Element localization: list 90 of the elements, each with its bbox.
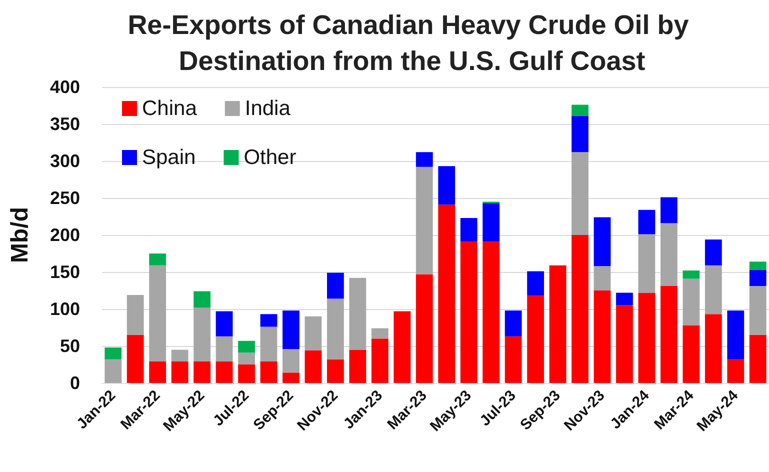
bar: [282, 310, 300, 349]
bar: [704, 265, 722, 314]
bar: [194, 291, 210, 308]
bar: [527, 271, 544, 296]
legend-label: India: [244, 97, 291, 120]
bar: [260, 326, 278, 362]
bar: [238, 364, 255, 383]
bar: [394, 311, 411, 383]
y-tick-label: 350: [50, 114, 80, 134]
bar: [216, 336, 233, 362]
bar: [327, 359, 344, 383]
bar: [638, 234, 656, 293]
bar: [327, 298, 344, 360]
legend-label: Spain: [142, 146, 196, 169]
bar: [260, 314, 278, 327]
bar: [216, 362, 233, 383]
bar: [616, 292, 633, 306]
bar: [527, 296, 544, 383]
y-tick-label: 50: [60, 336, 80, 356]
bar: [460, 242, 478, 383]
bar: [104, 347, 122, 360]
bar: [126, 294, 144, 335]
bar: [194, 308, 210, 362]
bar: [682, 325, 700, 383]
bar: [282, 372, 300, 383]
bar: [549, 265, 566, 383]
y-tick-label: 0: [70, 373, 80, 393]
bar: [194, 362, 210, 383]
bar: [149, 265, 166, 362]
bar: [171, 350, 188, 362]
bar: [749, 262, 766, 270]
bar: [482, 242, 500, 383]
y-tick-label: 150: [50, 262, 80, 282]
bar: [749, 334, 766, 383]
bar: [594, 266, 611, 290]
legend-label: China: [142, 97, 198, 120]
bar: [149, 362, 166, 383]
bar: [572, 235, 588, 383]
bar: [149, 254, 166, 266]
bar: [594, 290, 611, 383]
bar: [749, 270, 766, 286]
bar: [727, 359, 744, 383]
bar: [327, 272, 344, 299]
bar: [572, 104, 588, 116]
bar: [126, 334, 144, 383]
bar: [371, 338, 388, 383]
bar: [171, 362, 188, 383]
bar: [349, 350, 366, 383]
bar: [572, 152, 588, 235]
bar: [416, 152, 433, 167]
bar: [304, 316, 322, 350]
bar: [282, 348, 300, 373]
bar: [460, 218, 478, 242]
bar: [638, 292, 656, 383]
bar: [704, 314, 722, 383]
y-tick-label: 250: [50, 188, 80, 208]
bar: [682, 278, 700, 326]
bar: [504, 310, 522, 336]
bar: [504, 336, 522, 383]
y-tick-label: 200: [50, 225, 80, 245]
legend-label: Other: [244, 146, 296, 169]
bar: [682, 270, 700, 279]
bar: [216, 311, 233, 336]
bar: [660, 197, 678, 224]
bar: [416, 274, 433, 383]
bar: [660, 223, 678, 286]
bar: [616, 305, 633, 383]
bar: [304, 350, 322, 383]
bar: [238, 340, 255, 353]
bar: [704, 239, 722, 266]
bar: [572, 116, 588, 152]
bar: [660, 286, 678, 383]
bar: [104, 359, 122, 383]
bar: [349, 278, 366, 350]
bar: [260, 362, 278, 383]
y-tick-label: 100: [50, 299, 80, 319]
bar: [727, 310, 744, 360]
bar: [749, 286, 766, 335]
y-axis-title: Mb/d: [6, 207, 34, 263]
bar: [482, 203, 500, 242]
bar: [594, 217, 611, 266]
y-tick-label: 400: [50, 77, 80, 97]
bar: [416, 166, 433, 274]
bar: [238, 352, 255, 364]
bar: [438, 204, 456, 383]
bar: [638, 210, 656, 234]
y-tick-label: 300: [50, 151, 80, 171]
bar: [438, 166, 456, 205]
chart-title: Re-Exports of Canadian Heavy Crude Oil by Destination from the U.S. Gulf Coast: [128, 10, 696, 76]
bar: [371, 328, 388, 339]
